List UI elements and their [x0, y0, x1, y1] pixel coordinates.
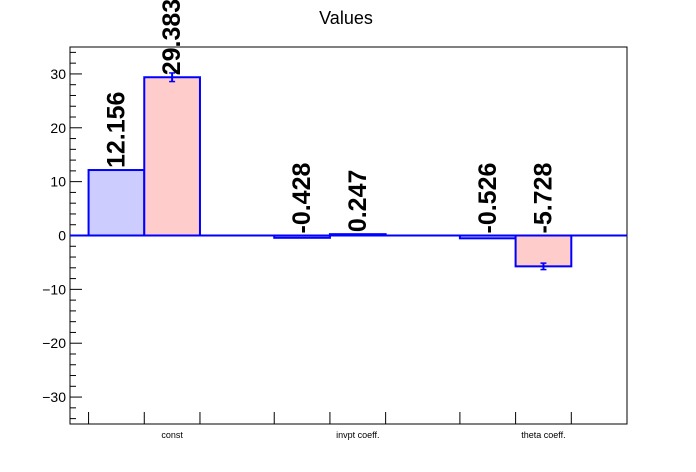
y-tick-label: −20 — [42, 335, 66, 351]
error-bars — [169, 72, 547, 271]
y-tick-label: −30 — [42, 389, 66, 405]
y-tick-label: 20 — [50, 120, 66, 136]
data-label: 12.156 — [102, 92, 130, 168]
y-tick-label: 0 — [58, 228, 66, 244]
bar — [143, 76, 201, 237]
y-tick-label: 10 — [50, 174, 66, 190]
x-category-label: invpt coeff. — [336, 430, 379, 440]
axis-ticks: −30 −20 −10 0 10 20 30 const invpt coeff. theta c… — [42, 51, 572, 440]
data-label: 29.383 — [158, 0, 186, 75]
y-tick-label: 30 — [50, 66, 66, 82]
bar — [514, 234, 573, 268]
data-labels: 12.156 -0.428 -0.526 29.383 0.247 -5.728 — [102, 0, 557, 234]
data-label: -5.728 — [529, 163, 557, 234]
x-category-label: theta coeff. — [521, 430, 565, 440]
chart-title: Values — [319, 8, 373, 28]
data-label: -0.428 — [288, 163, 316, 234]
y-tick-label: −10 — [42, 281, 66, 297]
x-category-label: const — [161, 430, 183, 440]
data-label: -0.526 — [474, 163, 502, 234]
bar — [87, 169, 146, 237]
data-label: 0.247 — [344, 170, 372, 233]
